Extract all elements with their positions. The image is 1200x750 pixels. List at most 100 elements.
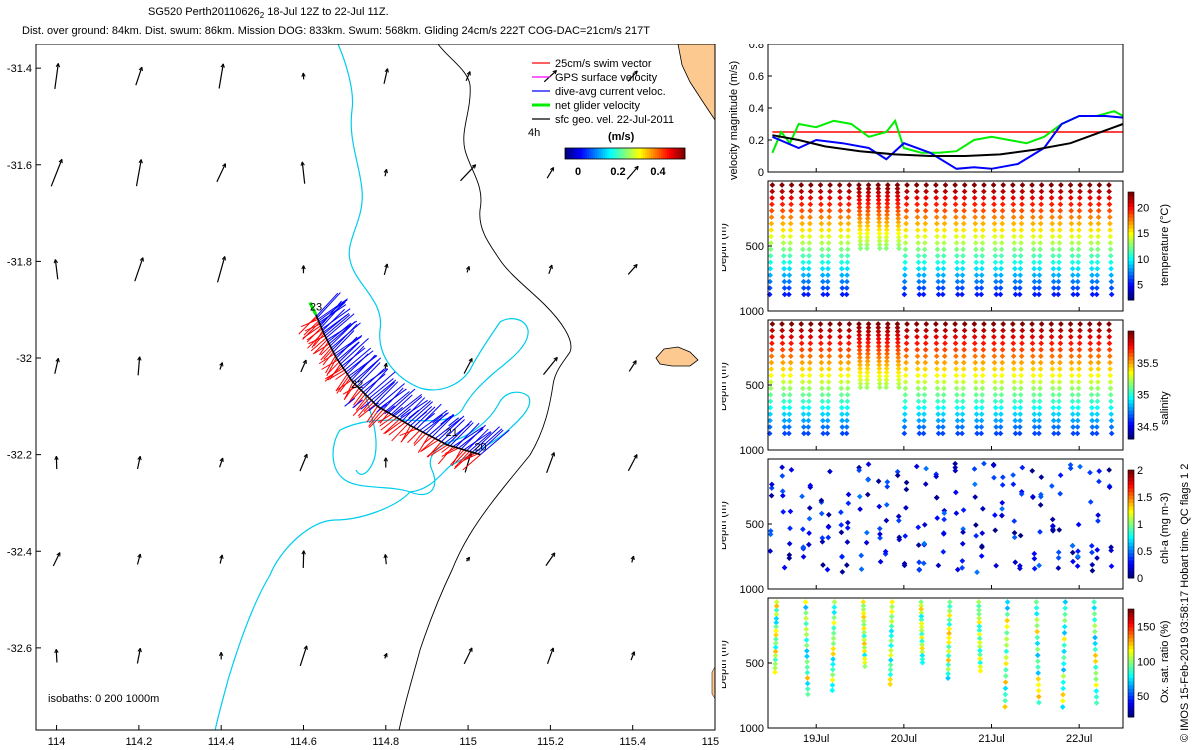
profile-point bbox=[1036, 562, 1042, 569]
profile-point bbox=[998, 278, 1004, 285]
profile-point bbox=[839, 424, 846, 430]
profile-point bbox=[864, 377, 871, 383]
profile-point bbox=[960, 379, 967, 385]
profile-point bbox=[1088, 404, 1095, 411]
profile-point bbox=[1094, 265, 1101, 272]
profile-point bbox=[902, 246, 909, 253]
profile-point bbox=[973, 404, 980, 411]
profile-point bbox=[976, 607, 982, 613]
profile-point bbox=[1089, 430, 1096, 437]
colorbar-cell bbox=[679, 148, 682, 159]
profile-point bbox=[935, 417, 942, 424]
profile-point bbox=[1017, 565, 1023, 572]
profile-point bbox=[884, 328, 891, 335]
profile-point bbox=[805, 691, 811, 698]
profile-point bbox=[979, 530, 986, 537]
geo-arrow-0-2 bbox=[218, 63, 224, 89]
profile-point bbox=[923, 188, 929, 195]
profile-point bbox=[1108, 265, 1114, 272]
profile-point bbox=[819, 535, 826, 541]
depth-colorbar-cell-3 bbox=[1128, 645, 1134, 650]
profile-point bbox=[798, 195, 805, 201]
profile-point bbox=[939, 430, 946, 437]
profile-point bbox=[941, 214, 948, 221]
profile-point bbox=[807, 220, 813, 227]
profile-point bbox=[829, 666, 836, 673]
depth-colorbar-cell-0 bbox=[1128, 271, 1134, 276]
dac-vector bbox=[324, 314, 351, 337]
depth-colorbar-frame-2 bbox=[1127, 469, 1135, 579]
profile-point bbox=[805, 424, 812, 430]
profile-point bbox=[876, 358, 882, 365]
swim-vector bbox=[368, 410, 387, 428]
profile-point bbox=[954, 278, 961, 285]
dac-vector bbox=[440, 415, 451, 425]
profile-point bbox=[857, 238, 864, 244]
profile-point bbox=[1029, 182, 1035, 188]
profile-point bbox=[1018, 491, 1025, 497]
profile-point bbox=[1068, 227, 1075, 233]
profile-point bbox=[857, 219, 863, 226]
depth-colorbar-cell-0 bbox=[1128, 210, 1134, 215]
geo-arrow-head-0-4 bbox=[384, 68, 389, 73]
profile-point bbox=[818, 510, 825, 517]
profile-point bbox=[1059, 704, 1066, 710]
depth-colorbar-cell-1 bbox=[1128, 392, 1134, 397]
depth-colorbar-cell-0 bbox=[1128, 274, 1134, 279]
profile-point bbox=[933, 188, 939, 195]
profile-point bbox=[901, 417, 908, 424]
profile-point bbox=[960, 366, 967, 372]
profile-point bbox=[953, 379, 960, 385]
geo-arrow-4-1 bbox=[136, 456, 141, 470]
profile-point bbox=[788, 321, 795, 327]
dac-vector bbox=[317, 298, 348, 320]
profile-point bbox=[1018, 359, 1025, 366]
profile-point bbox=[933, 473, 940, 480]
profile-point bbox=[884, 324, 891, 331]
profile-point bbox=[1075, 404, 1081, 411]
profile-point bbox=[804, 675, 811, 681]
map-ytick-label-5: -32.4 bbox=[7, 546, 32, 558]
profile-point bbox=[806, 379, 813, 385]
profile-point bbox=[857, 365, 863, 372]
profile-point bbox=[1036, 291, 1042, 298]
profile-point bbox=[839, 285, 846, 291]
depth-colorbar-cell-0 bbox=[1128, 249, 1134, 254]
geo-arrow-head-3-2 bbox=[219, 362, 224, 367]
profile-point bbox=[978, 417, 985, 424]
profile-point bbox=[800, 417, 807, 424]
profile-point bbox=[999, 372, 1005, 379]
velocity-ytick-label-1: 0.2 bbox=[749, 135, 764, 147]
profile-point bbox=[865, 477, 871, 483]
profile-point bbox=[1088, 385, 1095, 392]
profile-point bbox=[1018, 366, 1025, 372]
profile-point bbox=[1057, 334, 1064, 340]
profile-point bbox=[920, 430, 927, 437]
dac-vector bbox=[322, 308, 345, 331]
profile-point bbox=[1088, 252, 1095, 259]
profile-point bbox=[825, 524, 832, 530]
map-frame bbox=[35, 44, 716, 731]
profile-point bbox=[1088, 259, 1095, 266]
legend-label-0: 25cm/s swim vector bbox=[555, 58, 652, 70]
profile-point bbox=[1094, 547, 1101, 553]
profile-point bbox=[1030, 240, 1037, 246]
profile-point bbox=[767, 252, 774, 259]
colorbar-cell bbox=[633, 148, 636, 159]
profile-point bbox=[1067, 327, 1074, 334]
profile-point bbox=[894, 197, 901, 203]
profile-point bbox=[954, 398, 960, 405]
profile-point bbox=[831, 614, 837, 621]
dac-vector bbox=[318, 299, 348, 322]
geo-arrow-5-2 bbox=[219, 554, 223, 564]
profile-point bbox=[1029, 188, 1036, 195]
depth-colorbar-cell-0 bbox=[1128, 282, 1134, 287]
profile-point bbox=[1000, 182, 1007, 188]
profile-point bbox=[972, 214, 978, 221]
profile-point bbox=[1036, 272, 1043, 278]
profile-point bbox=[825, 385, 832, 392]
profile-point bbox=[876, 223, 883, 229]
profile-point bbox=[1049, 372, 1056, 379]
profile-point bbox=[1087, 214, 1094, 221]
profile-point bbox=[804, 658, 810, 665]
